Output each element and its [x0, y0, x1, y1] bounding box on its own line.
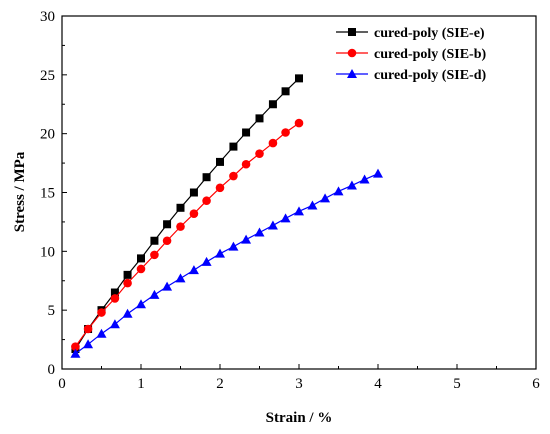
data-point-triangle [373, 168, 383, 178]
series-square [71, 74, 303, 353]
legend-marker-triangle [347, 69, 357, 78]
data-point-circle [294, 118, 304, 128]
data-point-square [229, 142, 238, 151]
x-tick-label: 1 [137, 376, 145, 392]
data-point-square [176, 203, 185, 212]
data-point-triangle [96, 328, 107, 338]
data-point-circle [255, 149, 264, 158]
data-point-triangle [70, 348, 81, 358]
data-point-circle [83, 324, 93, 334]
data-point-triangle [109, 319, 120, 329]
data-point-square [202, 173, 211, 182]
data-point-triangle [149, 289, 160, 299]
x-tick-label: 0 [58, 376, 66, 392]
data-point-triangle [346, 180, 357, 190]
data-point-square [281, 87, 290, 96]
data-point-square [123, 270, 132, 279]
y-axis-ticks: 0 5 10 15 20 25 30 [40, 9, 67, 378]
series-line [75, 173, 379, 355]
data-point-triangle [320, 193, 331, 203]
data-point-circle [150, 250, 159, 260]
x-tick-label: 5 [453, 376, 461, 392]
data-point-square [189, 188, 198, 197]
series-circle [71, 118, 304, 351]
data-point-circle [229, 171, 238, 181]
y-tick-label: 0 [48, 362, 56, 378]
x-tick-label: 2 [216, 376, 224, 392]
data-point-triangle [307, 200, 318, 210]
data-point-circle [136, 264, 146, 274]
legend-entry: cured-poly (SIE-e) [336, 26, 485, 41]
legend-label: cured-poly (SIE-b) [374, 47, 486, 62]
data-point-circle [71, 342, 80, 351]
y-tick-label: 5 [48, 303, 56, 319]
data-point-triangle [122, 308, 133, 318]
data-point-circle [268, 138, 278, 148]
data-point-triangle [359, 174, 370, 184]
y-tick-label: 20 [40, 127, 55, 143]
legend-label: cured-poly (SIE-d) [374, 68, 486, 83]
data-point-circle [189, 209, 199, 218]
y-tick-label: 30 [40, 9, 55, 25]
legend-marker-circle [347, 48, 357, 58]
data-series [70, 74, 383, 358]
data-point-triangle [254, 227, 265, 237]
data-point-square [268, 100, 277, 109]
data-point-circle [97, 308, 106, 317]
data-point-circle [202, 196, 211, 206]
legend-marker-square [348, 28, 356, 36]
data-point-circle [162, 236, 172, 246]
data-point-square [110, 288, 119, 297]
x-tick-label: 6 [532, 376, 540, 392]
series-triangle [70, 168, 383, 358]
y-tick-label: 15 [40, 186, 55, 202]
data-point-triangle [294, 206, 304, 216]
x-tick-label: 4 [374, 376, 382, 392]
data-point-square [216, 157, 224, 166]
data-point-circle [241, 159, 251, 169]
y-tick-label: 25 [40, 68, 55, 84]
data-point-triangle [188, 265, 199, 275]
data-point-triangle [175, 273, 186, 283]
series-line [74, 122, 300, 347]
legend-entry: cured-poly (SIE-b) [336, 47, 486, 62]
legend: cured-poly (SIE-e) cured-poly (SIE-b) cure… [336, 26, 486, 83]
data-point-triangle [280, 213, 291, 223]
x-axis-title: Strain / % [266, 410, 333, 426]
data-point-triangle [228, 241, 239, 251]
data-point-square [163, 220, 172, 229]
data-point-square [137, 254, 145, 263]
data-point-triangle [333, 186, 344, 196]
x-axis-ticks: 0 1 2 3 4 5 6 [58, 364, 540, 392]
data-point-square [150, 236, 159, 245]
data-point-circle [281, 128, 290, 137]
data-point-circle [176, 222, 185, 231]
data-point-square [255, 114, 264, 123]
data-point-triangle [136, 299, 146, 309]
x-tick-label: 3 [295, 376, 303, 392]
legend-label: cured-poly (SIE-e) [374, 26, 485, 41]
data-point-triangle [162, 281, 173, 291]
data-point-triangle [201, 256, 212, 266]
y-tick-label: 10 [40, 244, 55, 260]
data-point-circle [123, 278, 132, 288]
data-point-circle [110, 294, 120, 303]
series-line [74, 77, 300, 350]
data-point-triangle [215, 248, 225, 258]
data-point-square [295, 74, 303, 83]
data-point-triangle [241, 234, 252, 244]
data-point-triangle [267, 220, 278, 230]
y-axis-title: Stress / MPa [12, 151, 28, 232]
data-point-square [242, 128, 251, 137]
legend-entry: cured-poly (SIE-d) [336, 68, 486, 83]
data-point-circle [215, 183, 225, 193]
data-point-triangle [83, 339, 94, 349]
